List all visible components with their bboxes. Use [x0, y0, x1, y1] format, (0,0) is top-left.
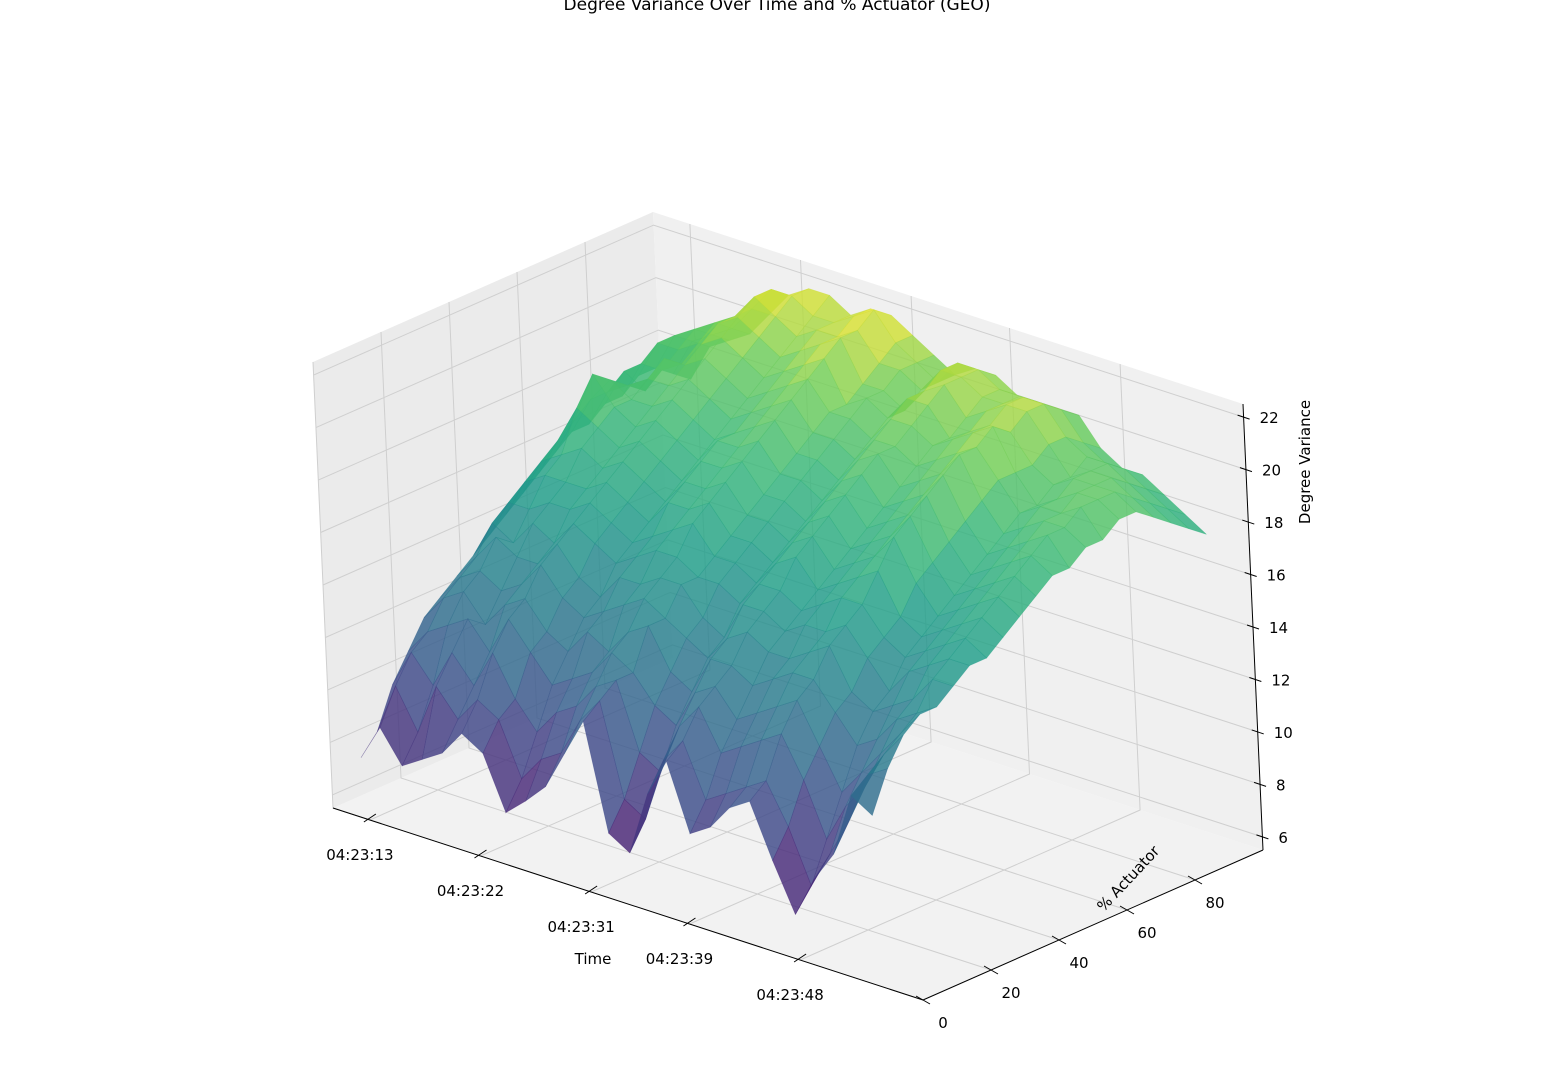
z-tick-label: 8 — [1276, 776, 1286, 794]
x-tick-label: 04:23:39 — [646, 950, 713, 968]
y-tick-mark — [983, 965, 999, 975]
y-tick-label: 0 — [938, 1014, 948, 1032]
z-tick-mark — [1239, 467, 1253, 473]
x-axis-line — [332, 807, 924, 1001]
x-axis-label: Time — [574, 950, 612, 968]
x-tick-label: 04:23:48 — [756, 986, 823, 1004]
y-tick-label: 40 — [1069, 954, 1088, 972]
tick-labels: 04:23:13 04:23:22 04:23:31 04:23:39 04:23:48… — [326, 409, 1293, 1032]
z-grid-line — [313, 224, 1244, 418]
z-tick-label: 14 — [1269, 619, 1288, 637]
y-tick-label: 60 — [1137, 924, 1156, 942]
z-tick-mark — [1249, 676, 1262, 682]
z-tick-label: 6 — [1278, 829, 1288, 847]
z-tick-mark — [1246, 624, 1260, 630]
y-tick-mark — [1051, 935, 1067, 945]
z-tick-label: 12 — [1271, 671, 1290, 689]
y-axis-line — [922, 849, 1264, 1001]
z-tick-label: 22 — [1260, 409, 1279, 427]
z-tick-label: 20 — [1262, 462, 1281, 480]
z-tick-label: 18 — [1264, 514, 1283, 532]
z-tick-mark — [1253, 781, 1267, 787]
y-grid-line — [448, 301, 1060, 941]
surface-facet — [850, 768, 889, 817]
z-tick-mark — [1256, 834, 1269, 840]
z-tick-mark — [1244, 572, 1257, 578]
y-tick-label: 80 — [1205, 894, 1224, 912]
x-tick-mark — [683, 917, 696, 927]
z-tick-label: 16 — [1267, 567, 1286, 585]
y-tick-mark — [1119, 905, 1135, 915]
x-tick-mark — [584, 885, 598, 895]
y-tick-mark — [915, 995, 931, 1005]
x-tick-label: 04:23:22 — [437, 882, 504, 900]
x-tick-label: 04:23:31 — [547, 918, 614, 936]
z-tick-mark — [1251, 729, 1264, 735]
x-tick-mark — [363, 813, 377, 823]
x-tick-mark — [793, 953, 807, 963]
z-tick-mark — [1242, 519, 1255, 525]
x-tick-mark — [474, 849, 487, 859]
x-tick-label: 04:23:13 — [326, 846, 393, 864]
y-tick-label: 20 — [1001, 984, 1020, 1002]
chart-title: Degree Variance Over Time and % Actuator… — [564, 0, 991, 15]
surface-mesh — [360, 288, 1207, 916]
z-tick-mark — [1237, 414, 1250, 420]
z-tick-label: 10 — [1274, 724, 1293, 742]
y-tick-mark — [1187, 875, 1203, 885]
z-axis-label: Degree Variance — [1296, 400, 1314, 524]
